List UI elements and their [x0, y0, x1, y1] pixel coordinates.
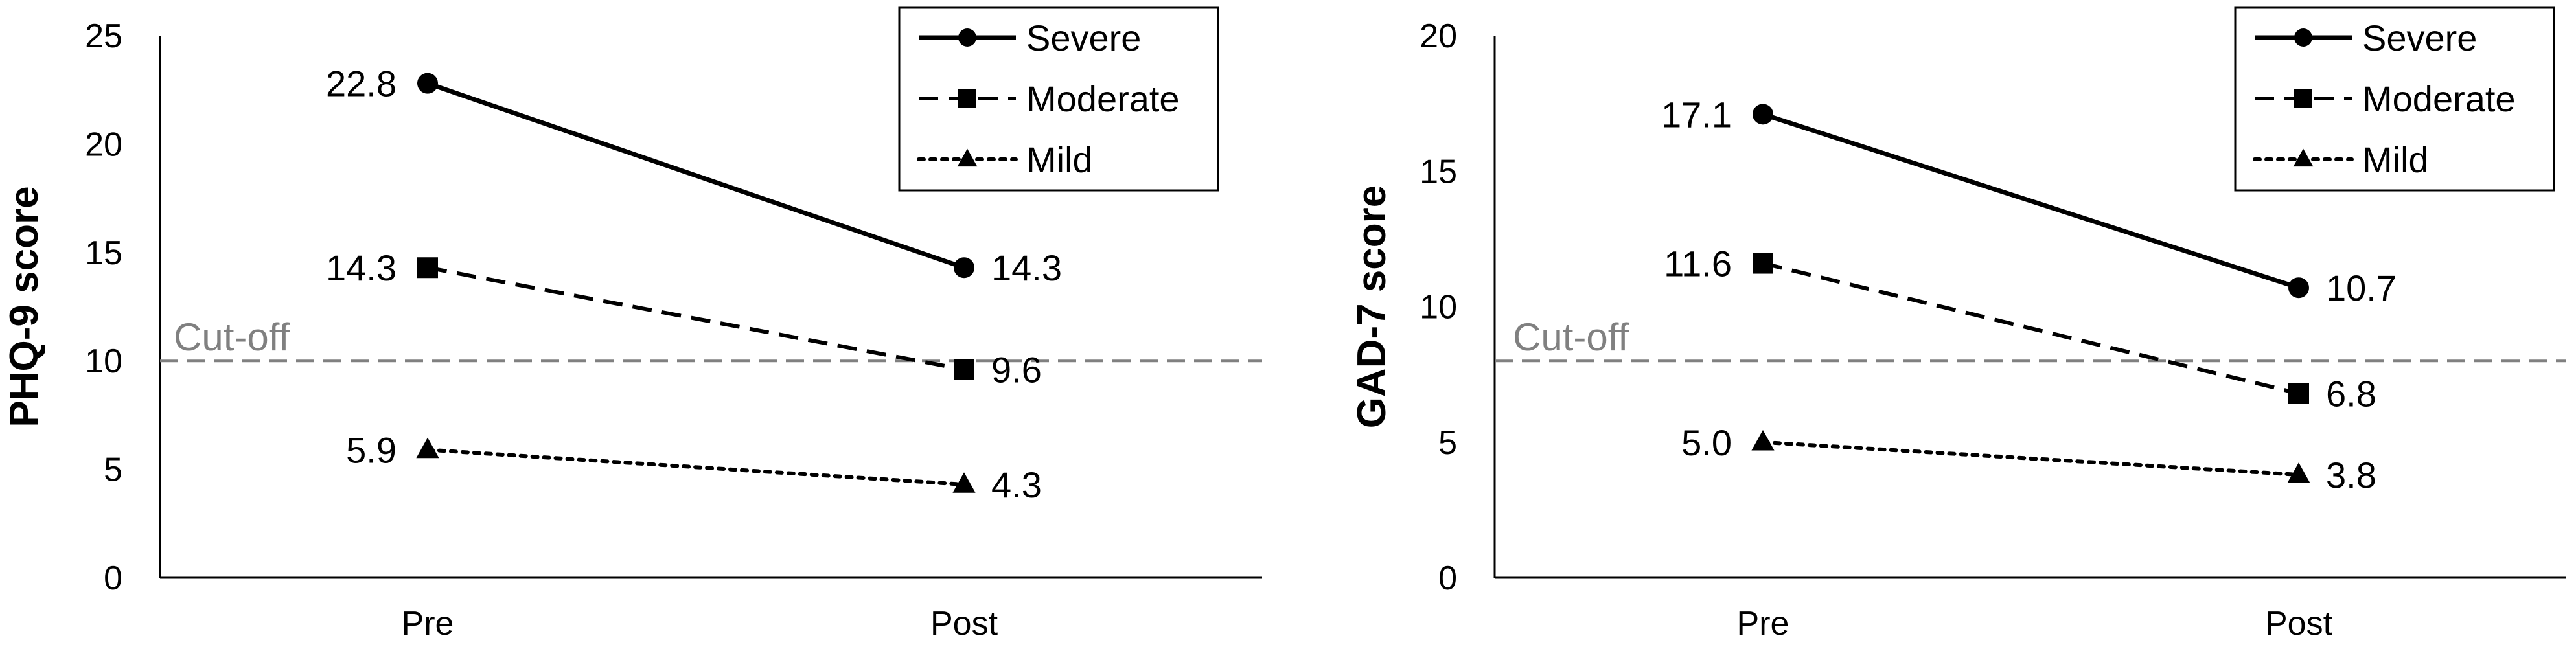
legend-marker-moderate: [958, 89, 976, 108]
data-label-mild-pre: 5.0: [1681, 422, 1732, 463]
x-tick-label: Post: [2265, 605, 2333, 643]
marker-moderate-post: [954, 359, 974, 380]
marker-severe-pre: [1753, 104, 1773, 125]
y-tick-label: 15: [85, 234, 122, 272]
y-axis-label: GAD-7 score: [1350, 185, 1394, 429]
data-label-mild-pre: 5.9: [346, 429, 397, 470]
data-label-moderate-pre: 14.3: [326, 247, 397, 288]
y-tick-label: 0: [1438, 560, 1457, 597]
data-label-mild-post: 4.3: [991, 464, 1042, 505]
legend-label-severe: Severe: [1026, 17, 1141, 58]
legend-marker-severe: [2294, 28, 2312, 47]
legend-marker-mild: [957, 148, 978, 167]
y-tick-label: 0: [104, 560, 122, 597]
legend-label-severe: Severe: [2362, 17, 2477, 58]
data-label-mild-post: 3.8: [2326, 455, 2376, 495]
x-tick-label: Pre: [402, 605, 454, 643]
marker-severe-post: [954, 257, 974, 279]
legend: Severe Moderate Mild: [898, 6, 1219, 192]
y-axis-label: PHQ-9 score: [2, 186, 47, 427]
series-line-mild: [1761, 440, 2301, 477]
x-tick-label: Post: [930, 605, 998, 643]
y-tick-label: 20: [1420, 17, 1457, 55]
marker-mild-post: [2287, 462, 2310, 483]
data-label-moderate-pre: 11.6: [1664, 244, 1732, 284]
chart-panel-1: 0 5 10 15 20 25 Pre Post PHQ-9 score Cut-off 22.8 1…: [2, 6, 1262, 643]
legend-label-moderate: Moderate: [2362, 78, 2516, 119]
x-tick-label: Pre: [1737, 605, 1789, 643]
data-label-severe-post: 10.7: [2326, 267, 2397, 308]
y-tick-label: 25: [85, 17, 122, 55]
legend-marker-severe: [958, 28, 976, 47]
cutoff-label: Cut-off: [174, 315, 290, 359]
legend-marker-moderate: [2294, 89, 2312, 108]
y-tick-label: 5: [104, 451, 122, 489]
legend: Severe Moderate Mild: [2234, 6, 2555, 192]
marker-moderate-pre: [1753, 253, 1773, 274]
series-line-mild: [426, 448, 966, 487]
series-line-severe: [1762, 112, 2300, 290]
marker-mild-post: [952, 472, 976, 493]
cutoff-label: Cut-off: [1513, 315, 1629, 359]
marker-severe-post: [2288, 277, 2309, 299]
data-label-moderate-post: 6.8: [2326, 373, 2376, 414]
y-tick-label: 20: [85, 126, 122, 163]
y-tick-label: 10: [85, 343, 122, 380]
legend-label-mild: Mild: [2362, 139, 2429, 180]
data-label-moderate-post: 9.6: [991, 350, 1042, 391]
series-line-moderate: [1762, 261, 2299, 396]
chart-panel-2: 0 5 10 15 20 Pre Post GAD-7 score Cut-off 17.1 10.…: [1350, 6, 2566, 643]
y-tick-label: 15: [1420, 153, 1457, 190]
legend-label-mild: Mild: [1026, 139, 1093, 180]
y-tick-label: 5: [1438, 424, 1457, 462]
marker-mild-pre: [416, 437, 439, 459]
marker-moderate-post: [2288, 383, 2309, 404]
legend-marker-mild: [2293, 148, 2314, 167]
y-tick-label: 10: [1420, 289, 1457, 326]
data-label-severe-pre: 22.8: [326, 63, 397, 104]
marker-moderate-pre: [417, 257, 438, 279]
series-line-moderate: [427, 266, 965, 372]
series-line-severe: [426, 81, 965, 270]
data-label-severe-pre: 17.1: [1661, 94, 1732, 135]
legend-label-moderate: Moderate: [1026, 78, 1180, 119]
marker-severe-pre: [417, 73, 438, 94]
data-label-severe-post: 14.3: [991, 247, 1062, 288]
marker-mild-pre: [1751, 429, 1775, 451]
